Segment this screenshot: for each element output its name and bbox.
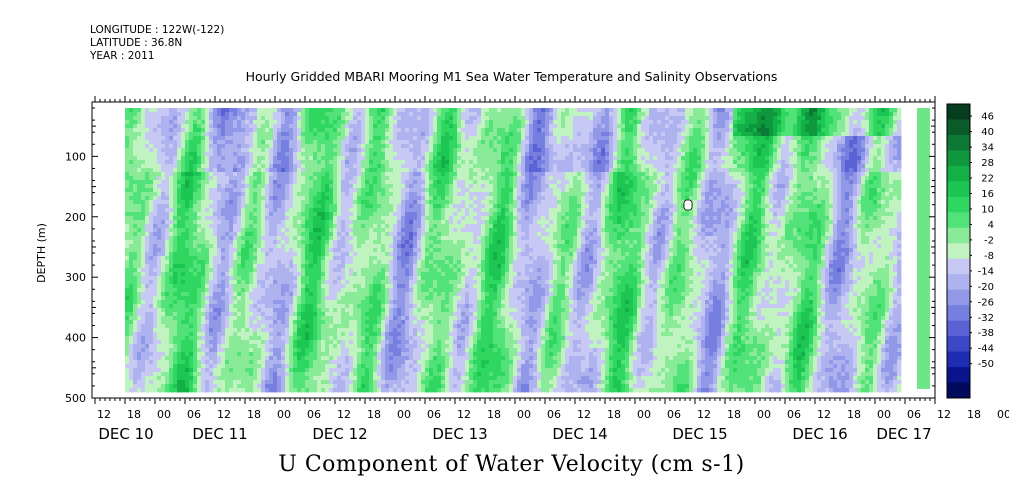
colorbar-swatch <box>947 274 970 291</box>
x-hour-label: 18 <box>367 408 381 421</box>
colorbar-swatch <box>947 227 970 244</box>
colorbar-swatch <box>947 320 970 337</box>
data-gap <box>912 108 917 389</box>
data-gap <box>683 199 693 211</box>
x-day-label: DEC 16 <box>792 425 847 443</box>
x-hour-label: 18 <box>487 408 501 421</box>
colorbar-label: -44 <box>978 344 994 355</box>
colorbar-label: -50 <box>978 359 994 370</box>
colorbar-swatch <box>947 212 970 229</box>
colorbar-label: -8 <box>984 251 994 262</box>
colorbar-label: -20 <box>978 282 994 293</box>
colorbar-swatch <box>947 243 970 260</box>
y-labels: 100 200 300 400 500 <box>65 150 86 405</box>
colorbar-swatch <box>947 258 970 275</box>
colorbar-frame <box>946 103 971 399</box>
colorbar-label: -32 <box>978 313 994 324</box>
x-hour-label: 06 <box>307 408 321 421</box>
x-hour-labels: 12 18 00 06 12 18 00 06 12 18 00 06 12 18 00 06 12 18 00 06… <box>97 408 1009 421</box>
colorbar-swatch <box>947 289 970 306</box>
x-axis-title: U Component of Water Velocity (cm s-1) <box>278 452 745 477</box>
y-tick-label: 300 <box>65 271 86 284</box>
colorbar-swatch <box>947 336 970 353</box>
heatmap-field <box>125 108 930 393</box>
colorbar-swatch <box>947 367 970 384</box>
colorbar-swatch <box>947 150 970 167</box>
x-hour-label: 12 <box>817 408 831 421</box>
x-hour-label: 18 <box>847 408 861 421</box>
colorbar-label: -14 <box>978 266 994 277</box>
colorbar-swatch <box>947 196 970 213</box>
x-hour-label: 12 <box>937 408 951 421</box>
x-ticks <box>92 96 936 404</box>
colorbar-swatch <box>947 382 970 399</box>
y-tick-label: 500 <box>65 392 86 405</box>
colorbar-swatch <box>947 165 970 182</box>
x-hour-label: 18 <box>967 408 981 421</box>
y-axis-title: DEPTH (m) <box>35 223 48 283</box>
colorbar-label: 46 <box>981 112 994 123</box>
x-hour-label: 12 <box>697 408 711 421</box>
colorbar-label: -26 <box>978 297 994 308</box>
x-day-label: DEC 10 <box>98 425 153 443</box>
colorbar-swatch <box>947 305 970 322</box>
x-day-label: DEC 17 <box>876 425 931 443</box>
colorbar-swatch <box>947 351 970 368</box>
y-tick-label: 200 <box>65 211 86 224</box>
colorbar-label: 16 <box>981 189 994 200</box>
latitude-label: LATITUDE : 36.8N <box>90 37 183 49</box>
colorbar-label: 40 <box>981 127 994 138</box>
x-hour-label: 12 <box>97 408 111 421</box>
x-hour-label: 18 <box>607 408 621 421</box>
colorbar: 46 40 34 28 22 16 10 4 -2 -8 -14 -20 -26 -32 -38 -44 -50 <box>946 103 994 399</box>
x-hour-label: 12 <box>457 408 471 421</box>
x-day-label: DEC 12 <box>312 425 367 443</box>
colorbar-label: 28 <box>981 158 994 169</box>
x-hour-label: 06 <box>547 408 561 421</box>
x-hour-label: 06 <box>787 408 801 421</box>
x-hour-label: 00 <box>517 408 531 421</box>
x-hour-label: 06 <box>427 408 441 421</box>
colorbar-label: 10 <box>981 204 994 215</box>
x-hour-label: 00 <box>157 408 171 421</box>
x-day-labels: DEC 10 DEC 11 DEC 12 DEC 13 DEC 14 DEC 15 DEC … <box>98 425 931 443</box>
x-hour-label: 18 <box>127 408 141 421</box>
year-label: YEAR : 2011 <box>90 50 155 62</box>
x-day-label: DEC 14 <box>552 425 607 443</box>
x-hour-label: 00 <box>997 408 1009 421</box>
x-hour-label: 00 <box>277 408 291 421</box>
x-hour-label: 00 <box>637 408 651 421</box>
longitude-label: LONGITUDE : 122W(-122) <box>90 24 225 36</box>
x-hour-label: 06 <box>907 408 921 421</box>
x-hour-label: 00 <box>877 408 891 421</box>
x-hour-label: 06 <box>667 408 681 421</box>
colorbar-label: 4 <box>988 220 994 231</box>
x-hour-label: 00 <box>757 408 771 421</box>
x-hour-label: 18 <box>727 408 741 421</box>
y-tick-label: 400 <box>65 332 86 345</box>
y-tick-label: 100 <box>65 150 86 163</box>
colorbar-label: 22 <box>981 174 994 185</box>
colorbar-labels: 46 40 34 28 22 16 10 4 -2 -8 -14 -20 -26 -32 -38 -44 -50 <box>978 112 994 371</box>
plot-frame <box>91 101 936 399</box>
colorbar-label: -2 <box>984 235 994 246</box>
x-hour-label: 06 <box>187 408 201 421</box>
x-hour-label: 12 <box>577 408 591 421</box>
colorbar-label: -38 <box>978 328 994 339</box>
x-day-label: DEC 13 <box>432 425 487 443</box>
chart-title: Hourly Gridded MBARI Mooring M1 Sea Wate… <box>245 69 778 84</box>
x-day-label: DEC 11 <box>192 425 247 443</box>
x-hour-label: 00 <box>397 408 411 421</box>
x-hour-label: 12 <box>337 408 351 421</box>
colorbar-swatch <box>947 181 970 198</box>
colorbar-label: 34 <box>981 143 994 154</box>
colorbar-swatch <box>947 134 970 151</box>
colorbar-swatch <box>947 104 970 120</box>
colorbar-swatch <box>947 119 970 136</box>
x-hour-label: 12 <box>217 408 231 421</box>
x-day-label: DEC 15 <box>672 425 727 443</box>
x-hour-label: 18 <box>247 408 261 421</box>
data-strip <box>917 108 930 389</box>
